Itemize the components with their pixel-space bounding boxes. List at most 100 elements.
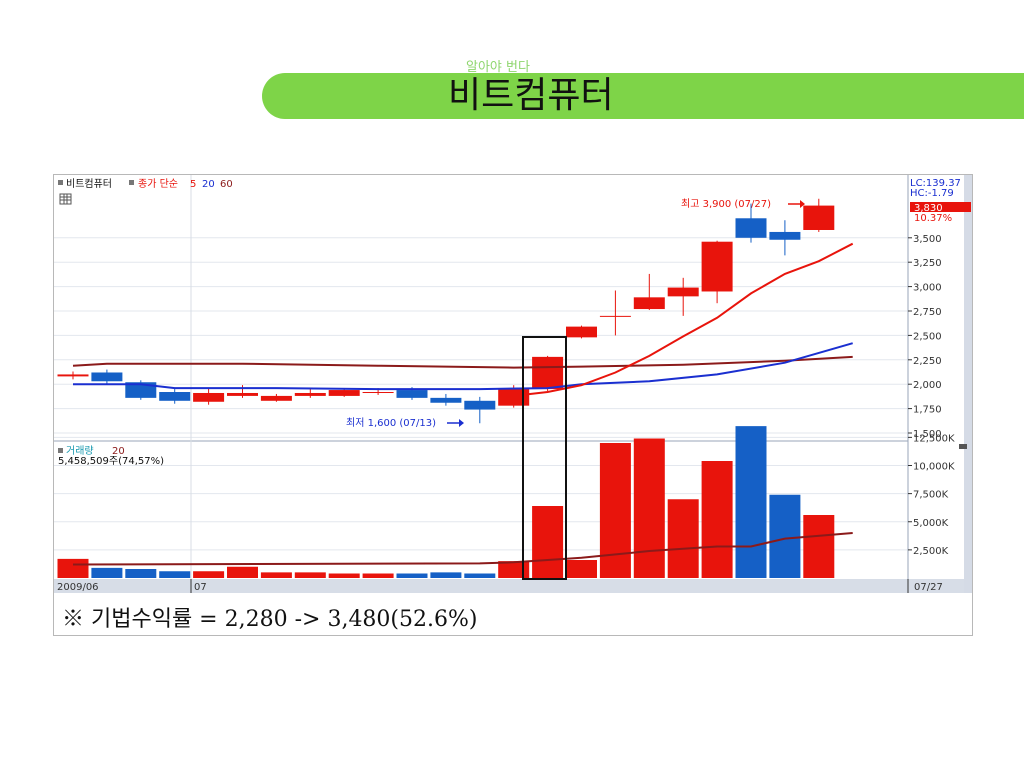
volume-bar <box>227 566 258 578</box>
price-tick-label: 3,250 <box>913 258 942 269</box>
volume-bar <box>633 438 665 578</box>
volume-tick-label: 10,000K <box>913 462 955 473</box>
candle-body <box>57 374 89 377</box>
candle-body <box>498 388 530 406</box>
volume-bar <box>362 573 394 578</box>
candle-body <box>396 390 428 398</box>
volume-tick-label: 2,500K <box>913 546 949 557</box>
signal-highlight-box <box>522 336 567 580</box>
volume-bar <box>803 515 835 578</box>
price-tick-label: 2,750 <box>913 307 942 318</box>
price-tick-label: 2,500 <box>913 331 942 342</box>
volume-bar <box>294 572 326 578</box>
volume-bar <box>430 572 462 578</box>
candle-body <box>193 392 225 402</box>
volume-legend-ma: 20 <box>112 446 125 457</box>
candle-body <box>294 392 326 396</box>
price-tick-label: 2,250 <box>913 356 942 367</box>
price-tick-label: 3,500 <box>913 234 942 245</box>
arrow-right-icon <box>800 200 805 208</box>
candle-body <box>125 382 157 398</box>
volume-tick-label: 12,500K <box>913 433 955 444</box>
volume-bar <box>599 443 631 578</box>
legend-marker-icon <box>58 180 63 185</box>
grid-toggle-icon[interactable] <box>59 193 72 205</box>
candle-body <box>599 315 631 317</box>
volume-bar <box>735 426 767 578</box>
right-axis-panel <box>908 175 972 593</box>
stock-chart-frame: 2009/06 07 07/27 비트컴퓨터 종가 단순 5 20 60 LC:… <box>53 174 973 636</box>
candle-body <box>430 397 462 403</box>
volume-bar <box>498 561 530 578</box>
volume-bar <box>328 573 360 578</box>
candle-body <box>328 390 360 396</box>
legend-ma5: 5 <box>190 179 196 190</box>
candle-body <box>701 241 733 292</box>
high-annotation: 최고 3,900 (07/27) <box>681 198 771 210</box>
lc-label: LC:139.37 <box>910 178 961 189</box>
last-price-badge <box>910 202 971 212</box>
volume-bar <box>159 571 191 578</box>
candle-body <box>362 392 394 394</box>
volume-bar <box>396 573 428 578</box>
date-label-month: 07 <box>194 582 207 593</box>
candle-body <box>532 356 564 390</box>
candle-body <box>227 392 258 396</box>
legend-ma20: 20 <box>202 179 215 190</box>
ma60-line <box>72 355 853 369</box>
ma20-line <box>73 342 853 391</box>
date-label-start: 2009/06 <box>57 582 99 593</box>
legend-marker-icon <box>58 448 63 453</box>
arrow-right-icon <box>459 419 464 427</box>
annotation-arrows <box>447 200 805 427</box>
price-tick-label: 3,000 <box>913 283 942 294</box>
volume-bar <box>193 571 225 578</box>
volume-bar <box>566 560 597 578</box>
right-scrollbar[interactable] <box>964 175 972 593</box>
low-annotation: 최저 1,600 (07/13) <box>346 417 436 429</box>
volume-legend-name[interactable]: 거래량 <box>66 445 94 457</box>
hc-label: HC:-1.79 <box>910 188 954 199</box>
volume-bar <box>91 567 123 578</box>
stock-chart: 2009/06 07 07/27 비트컴퓨터 종가 단순 5 20 60 LC:… <box>54 175 972 635</box>
price-tick-label: 2,000 <box>913 380 942 391</box>
title-banner <box>262 73 1024 119</box>
last-price: 3,830 <box>914 203 943 214</box>
strategy-return-caption: ※ 기법수익률 = 2,280 -> 3,480(52.6%) <box>62 607 478 632</box>
slide-title: 비트컴퓨터 <box>448 75 614 116</box>
candle-body <box>260 395 292 401</box>
candle-body <box>735 218 767 238</box>
volume-bar <box>701 461 733 578</box>
candle-body <box>464 400 496 410</box>
candle-body <box>91 372 123 382</box>
legend-stock-name[interactable]: 비트컴퓨터 <box>66 178 112 190</box>
volume-bar <box>532 506 564 578</box>
volume-tick-label: 5,000K <box>913 518 949 529</box>
candle-body <box>159 392 191 401</box>
volume-bar <box>464 573 496 578</box>
volume-legend-info: 5,458,509주(74,57%) <box>58 456 164 467</box>
candle-body <box>667 287 699 297</box>
legend-indicator[interactable]: 종가 단순 <box>138 178 178 190</box>
candle-body <box>803 205 835 230</box>
price-tick-label: 1,750 <box>913 405 942 416</box>
volume-ma20-line <box>72 532 853 566</box>
volume-tick-label: 7,500K <box>913 490 949 501</box>
volume-bar <box>667 499 699 578</box>
slide-subtitle: 알아야 번다 <box>466 60 530 75</box>
pane-close-icon[interactable] <box>959 444 967 449</box>
ma5-line <box>513 242 854 397</box>
date-label-end: 07/27 <box>914 582 943 593</box>
last-change: 10.37% <box>914 213 952 224</box>
candle-body <box>633 297 665 310</box>
volume-bar <box>57 558 89 578</box>
candle-body <box>566 326 597 338</box>
volume-bar <box>125 569 157 578</box>
legend-ma60: 60 <box>220 179 233 190</box>
candle-body <box>769 231 801 240</box>
date-axis-bar <box>54 579 964 593</box>
volume-bar <box>769 494 801 578</box>
price-tick-label: 1,500 <box>913 429 942 440</box>
volume-bar <box>260 572 292 578</box>
legend-marker-icon <box>129 180 134 185</box>
